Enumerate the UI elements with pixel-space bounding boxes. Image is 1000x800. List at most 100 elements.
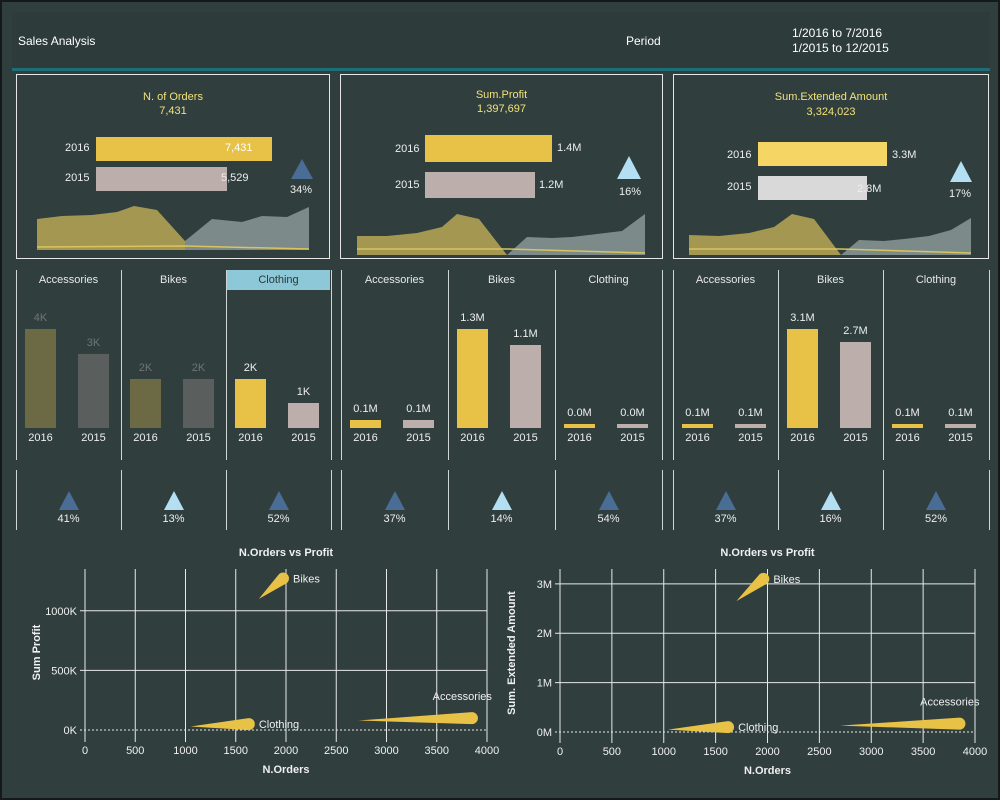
bar-value-label: 0.1M <box>948 407 973 419</box>
kpi-change: 17% <box>949 188 972 200</box>
bar-2016-bikes[interactable] <box>787 329 818 428</box>
bar-2015-clothing[interactable] <box>617 424 648 428</box>
bar-value-label: 0.0M <box>620 407 645 419</box>
point-label-bikes: Bikes <box>293 574 320 586</box>
bar-2016-bikes[interactable] <box>130 379 161 428</box>
bar-2016-bikes[interactable] <box>457 329 488 428</box>
period-range[interactable]: 1/2016 to 7/2016 1/2015 to 12/2015 <box>792 26 889 56</box>
bar-2015-bikes[interactable] <box>510 345 541 428</box>
kpi-year-2015: 2015 <box>65 172 90 184</box>
x-tick-label: 3500 <box>911 746 935 758</box>
category-header-clothing[interactable]: Clothing <box>588 274 629 286</box>
kpi-title: Sum.Extended Amount <box>774 91 888 103</box>
kpi-title: Sum.Profit <box>475 89 528 101</box>
kpi-bar-2015[interactable] <box>758 176 867 200</box>
bar-2016-accessories[interactable] <box>25 329 56 428</box>
bar-year-label: 2016 <box>567 432 592 444</box>
bar-year-label: 2016 <box>895 432 920 444</box>
bar-2015-bikes[interactable] <box>840 342 871 428</box>
bar-2015-bikes[interactable] <box>183 379 214 428</box>
kpi-bar-label-2016: 3.3M <box>892 149 917 161</box>
kpi-year-2016: 2016 <box>727 149 752 161</box>
x-tick-label: 2000 <box>755 746 779 758</box>
bar-value-label: 0.1M <box>406 403 431 415</box>
bar-2016-clothing[interactable] <box>564 424 595 428</box>
bar-value-label: 4K <box>33 312 48 324</box>
kpi-bar-label-2015: 5,529 <box>221 172 249 184</box>
change-percent: 54% <box>597 513 620 525</box>
x-tick-label: 500 <box>126 745 144 757</box>
x-tick-label: 2500 <box>324 745 348 757</box>
kpi-bar-2015[interactable] <box>96 167 227 191</box>
group-divider <box>989 470 990 530</box>
bar-year-label: 2016 <box>353 432 378 444</box>
chart-title: N.Orders vs Profit <box>720 547 814 559</box>
kpi-bar-2016[interactable] <box>425 135 552 162</box>
trend-up-icon <box>58 491 79 510</box>
point-label-accessories: Accessories <box>433 691 493 703</box>
bar-year-label: 2016 <box>28 432 53 444</box>
trail-clothing[interactable] <box>667 721 735 734</box>
kpi-bar-label-2016: 7,431 <box>225 142 253 154</box>
bar-2015-accessories[interactable] <box>403 420 434 428</box>
bar-2015-clothing[interactable] <box>288 403 319 428</box>
segment-divider <box>448 270 449 460</box>
trail-accessories[interactable] <box>358 712 478 725</box>
y-tick-label: 2M <box>537 628 552 640</box>
bar-2016-clothing[interactable] <box>892 424 923 428</box>
bar-year-label: 2015 <box>291 432 316 444</box>
kpi-bar-2016[interactable] <box>758 142 887 166</box>
x-tick-label: 1500 <box>224 745 248 757</box>
category-header-accessories[interactable]: Accessories <box>695 274 756 286</box>
category-header-bikes[interactable]: Bikes <box>488 274 515 286</box>
kpi-bar-2016[interactable] <box>96 137 272 161</box>
bar-2015-clothing[interactable] <box>945 424 976 428</box>
bar-2015-accessories[interactable] <box>735 424 766 428</box>
trend-up-icon <box>163 491 184 510</box>
scatter-chart-extended-amount[interactable]: N.Orders vs Profit 0 500 1000 1500 2000 2500 30… <box>505 542 990 792</box>
category-header-accessories[interactable]: Accessories <box>38 274 99 286</box>
category-header-bikes[interactable]: Bikes <box>817 274 844 286</box>
trail-accessories[interactable] <box>840 717 966 730</box>
bar-value-label: 2.7M <box>843 325 868 337</box>
category-header-clothing[interactable]: Clothing <box>227 270 330 290</box>
bar-year-label: 2015 <box>738 432 763 444</box>
x-tick-label: 1500 <box>703 746 727 758</box>
segment-divider <box>121 470 122 530</box>
category-header-bikes[interactable]: Bikes <box>160 274 187 286</box>
bar-2016-clothing[interactable] <box>235 379 266 428</box>
category-header-accessories[interactable]: Accessories <box>364 274 425 286</box>
change-percent: 52% <box>924 513 948 525</box>
trend-up-icon <box>268 491 289 510</box>
category-header-clothing[interactable]: Clothing <box>915 274 957 286</box>
header-bar: Sales Analysis Period 1/2016 to 7/2016 1… <box>12 12 990 68</box>
point-label-clothing: Clothing <box>738 722 778 734</box>
trail-clothing[interactable] <box>190 718 255 731</box>
group-divider <box>341 470 342 530</box>
bar-2016-accessories[interactable] <box>682 424 713 428</box>
segment-divider <box>448 470 449 530</box>
trail-bikes[interactable] <box>258 572 289 599</box>
scatter-chart-profit[interactable]: N.Orders vs Profit 0 500 1000 1500 2000 2500 30… <box>14 542 499 792</box>
group-divider <box>16 270 17 460</box>
group-divider <box>662 270 663 460</box>
bar-2016-accessories[interactable] <box>350 420 381 428</box>
kpi-bar-2015[interactable] <box>425 172 535 198</box>
kpi-area-chart <box>36 206 310 250</box>
bar-2015-accessories[interactable] <box>78 354 109 428</box>
bar-year-label: 2016 <box>790 432 815 444</box>
segment-divider <box>121 270 122 460</box>
group-divider <box>16 470 17 530</box>
kpi-year-2016: 2016 <box>395 143 420 155</box>
y-tick-label: 500K <box>51 665 77 677</box>
kpi-year-2015: 2015 <box>727 181 752 193</box>
trend-up-icon <box>926 491 946 510</box>
group-divider <box>331 270 332 460</box>
trail-bikes[interactable] <box>736 572 770 602</box>
kpi-card-extended-amount[interactable]: Sum.Extended Amount 3,324,023 2016 2015 … <box>673 74 989 259</box>
y-axis-title: Sum Profit <box>31 624 43 680</box>
kpi-card-profit[interactable]: Sum.Profit 1,397,697 2016 2015 1.4M 1.2M… <box>340 74 663 259</box>
y-tick-label: 3M <box>537 579 552 591</box>
kpi-card-orders[interactable]: N. of Orders 7,431 2016 2015 7,431 5,529… <box>16 74 330 259</box>
period-label: Period <box>626 34 661 48</box>
